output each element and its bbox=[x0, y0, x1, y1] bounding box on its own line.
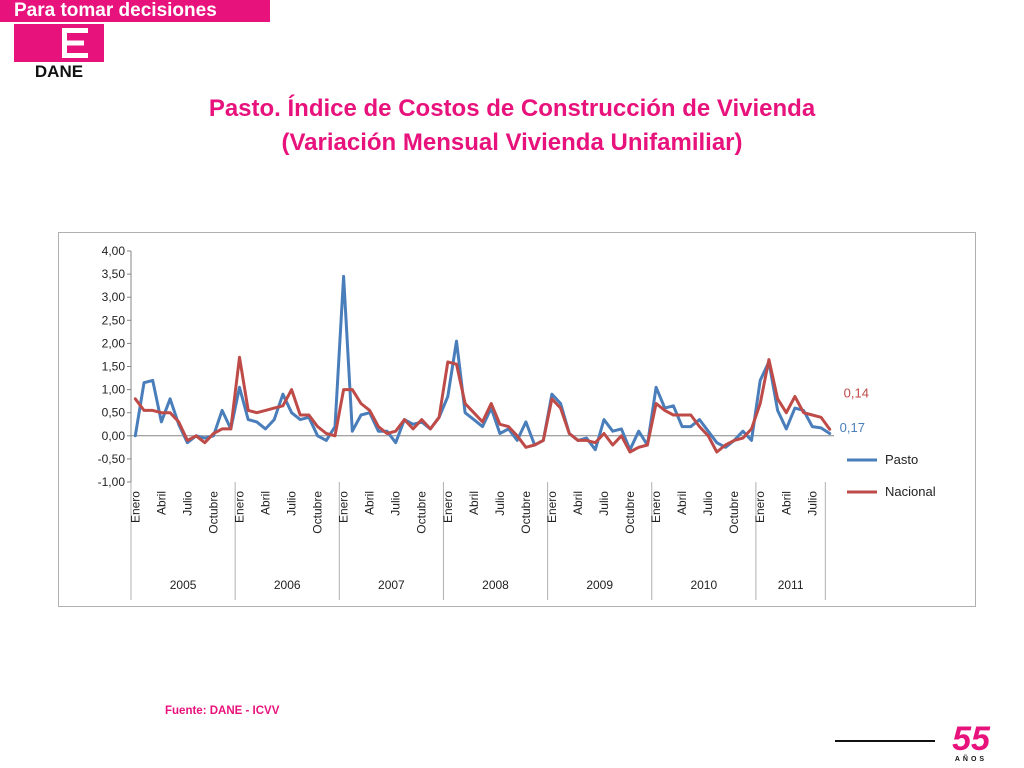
month-tick-label: Octubre bbox=[311, 491, 325, 534]
footer-rule bbox=[835, 740, 935, 742]
month-tick-label: Octubre bbox=[206, 491, 220, 534]
anniversary-logo: 55 AÑOS bbox=[952, 722, 991, 762]
dane-logo: DANE bbox=[14, 24, 104, 80]
series-line-nacional bbox=[133, 355, 832, 454]
banner: Para tomar decisiones bbox=[0, 0, 270, 22]
year-label: 2011 bbox=[778, 578, 804, 592]
data-label-pasto: 0,17 bbox=[840, 420, 865, 435]
month-tick-label: Enero bbox=[232, 491, 246, 523]
y-tick-label: 0,00 bbox=[102, 429, 126, 443]
svg-text:AÑOS: AÑOS bbox=[955, 754, 987, 762]
legend-label-pasto: Pasto bbox=[885, 452, 918, 467]
svg-text:DANE: DANE bbox=[35, 62, 83, 80]
svg-text:55: 55 bbox=[952, 722, 991, 758]
year-label: 2008 bbox=[482, 578, 509, 592]
chart-frame: 4,00 3,50 3,00 2,50 2,00 1,50 1,00 0,50 0,00 -0,5… bbox=[58, 232, 976, 607]
month-tick-label: Abril bbox=[259, 491, 273, 515]
month-tick-label: Julio bbox=[597, 491, 611, 516]
y-tick-label: 1,00 bbox=[102, 383, 126, 397]
y-tick-label: 2,50 bbox=[102, 313, 126, 327]
y-tick-label: 1,50 bbox=[102, 360, 126, 374]
y-tick-label: 2,00 bbox=[102, 336, 126, 350]
month-tick-label: Abril bbox=[675, 491, 689, 515]
y-tick-label: 4,00 bbox=[102, 244, 126, 258]
month-tick-label: Octubre bbox=[623, 491, 637, 534]
month-tick-label: Enero bbox=[545, 491, 559, 523]
y-tick-label: 3,50 bbox=[102, 267, 126, 281]
month-tick-label: Octubre bbox=[415, 491, 429, 534]
month-tick-label: Abril bbox=[363, 491, 377, 515]
title-line-1: Pasto. Índice de Costos de Construcción … bbox=[208, 95, 816, 122]
year-label: 2005 bbox=[170, 578, 197, 592]
month-tick-label: Enero bbox=[753, 491, 767, 523]
y-tick-label: -0,50 bbox=[98, 452, 126, 466]
month-tick-label: Julio bbox=[701, 491, 715, 516]
banner-text: Para tomar decisiones bbox=[14, 0, 217, 21]
year-label: 2006 bbox=[274, 578, 301, 592]
year-label: 2009 bbox=[586, 578, 613, 592]
page-title: Pasto. Índice de Costos de Construcción … bbox=[0, 92, 1024, 160]
year-label: 2010 bbox=[690, 578, 717, 592]
line-chart: 4,00 3,50 3,00 2,50 2,00 1,50 1,00 0,50 0,00 -0,5… bbox=[98, 244, 936, 600]
series-line-pasto bbox=[133, 274, 832, 452]
y-tick-label: 3,00 bbox=[102, 290, 126, 304]
month-tick-label: Octubre bbox=[727, 491, 741, 534]
month-tick-label: Enero bbox=[441, 491, 455, 523]
month-tick-label: Julio bbox=[389, 491, 403, 516]
month-tick-label: Enero bbox=[337, 491, 351, 523]
legend-label-nacional: Nacional bbox=[885, 484, 936, 499]
month-tick-label: Abril bbox=[467, 491, 481, 515]
month-tick-label: Abril bbox=[779, 491, 793, 515]
y-tick-label: 0,50 bbox=[102, 406, 126, 420]
title-line-2: (Variación Mensual Vivienda Unifamiliar) bbox=[281, 129, 743, 156]
data-label-nacional: 0,14 bbox=[844, 385, 869, 400]
month-tick-label: Octubre bbox=[519, 491, 533, 534]
month-tick-label: Abril bbox=[154, 491, 168, 515]
month-tick-label: Julio bbox=[805, 491, 819, 516]
month-tick-label: Enero bbox=[128, 491, 142, 523]
month-tick-label: Julio bbox=[180, 491, 194, 516]
month-tick-label: Abril bbox=[571, 491, 585, 515]
month-tick-label: Enero bbox=[649, 491, 663, 523]
source-note: Fuente: DANE - ICVV bbox=[165, 705, 280, 717]
month-tick-label: Julio bbox=[493, 491, 507, 516]
month-tick-label: Julio bbox=[285, 491, 299, 516]
year-label: 2007 bbox=[378, 578, 405, 592]
y-tick-label: -1,00 bbox=[98, 475, 126, 489]
